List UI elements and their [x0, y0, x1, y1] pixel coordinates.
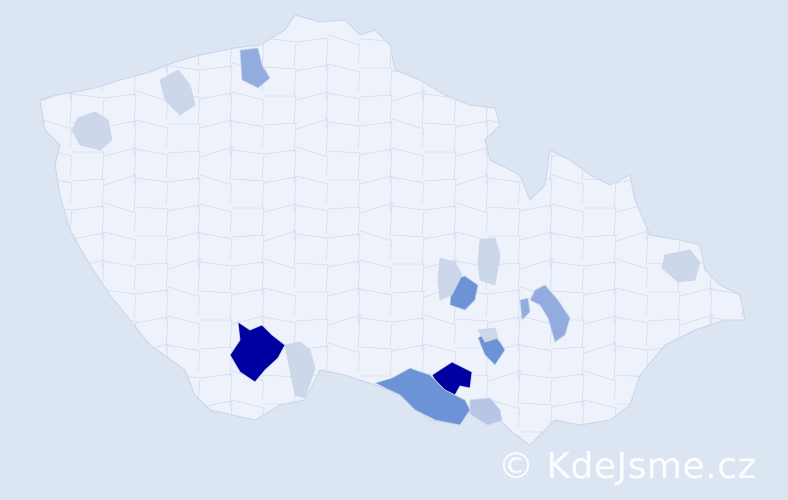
district-medium[interactable] [519, 297, 531, 321]
district-lowest[interactable] [71, 111, 113, 151]
district-medium[interactable] [239, 47, 271, 89]
district-lowest[interactable] [661, 249, 701, 283]
district-low[interactable] [469, 397, 503, 426]
district-lowest[interactable] [437, 257, 463, 301]
district-lowest[interactable] [159, 69, 196, 116]
country-outline [39, 14, 746, 446]
district-highest[interactable] [229, 321, 286, 383]
district-medium[interactable] [529, 284, 571, 343]
district-lowest[interactable] [284, 341, 316, 399]
district-lowest[interactable] [477, 327, 499, 343]
district-lowest[interactable] [477, 237, 501, 286]
watermark-logo: © KdeJsme.cz [498, 446, 757, 487]
